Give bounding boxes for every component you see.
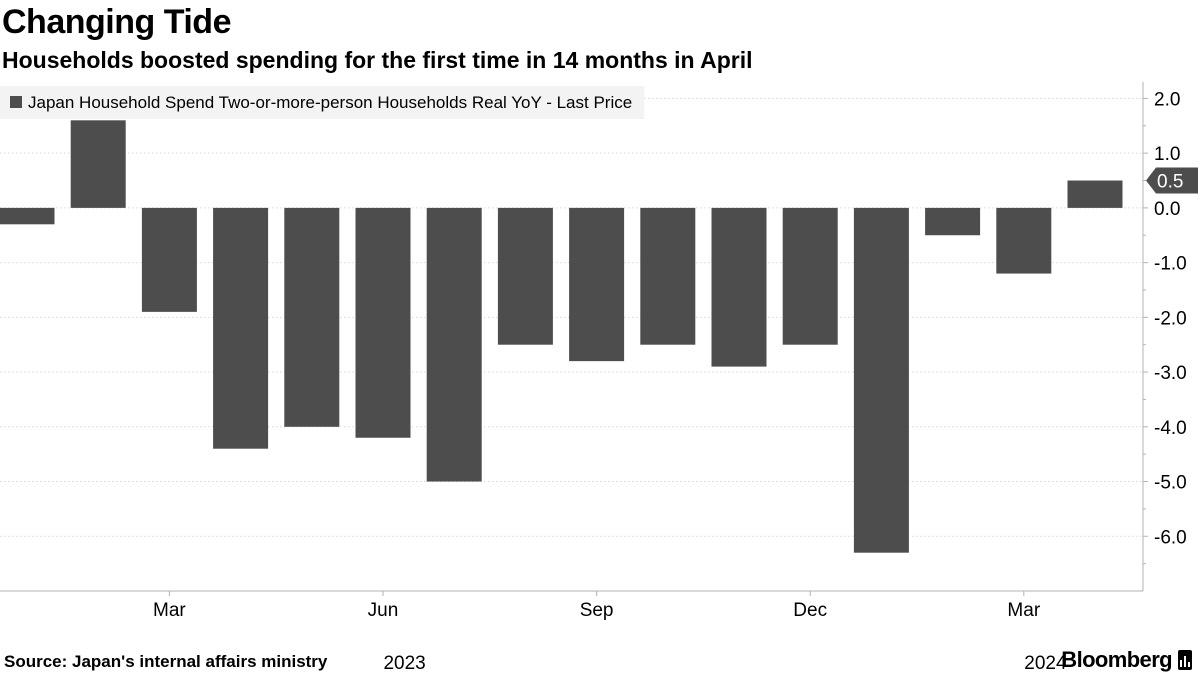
legend: Japan Household Spend Two-or-more-person… [0,86,645,119]
last-value-tag: 0.5 [1146,167,1198,194]
bar-nov-2023 [711,207,767,367]
chart-subtitle: Households boosted spending for the firs… [2,47,753,73]
y-tick-label: -2.0 [1154,308,1187,329]
y-tick-label: 2.0 [1154,89,1180,110]
bar-apr-2024 [1067,180,1123,208]
x-year-label: 2024 [1024,653,1067,674]
y-tick-label: 1.0 [1154,144,1180,165]
y-tick-label: -5.0 [1154,473,1187,494]
x-tick-label: Sep [580,600,614,621]
x-tick-label: Dec [793,600,827,621]
x-axis-ticks: Mar Jun Sep Dec Mar 2023 2024 [153,591,1067,674]
y-tick-label: -1.0 [1154,254,1187,275]
bar-oct-2023 [640,207,696,345]
legend-background [0,86,645,119]
last-value-label: 0.5 [1157,172,1183,193]
bar-mar-2024 [996,207,1052,274]
legend-swatch [10,96,22,108]
y-tick-label: -4.0 [1154,418,1187,439]
last-value-tag-shape [1146,167,1198,194]
bar-jul-2023 [426,207,482,482]
y-axis-ticks: 2.0 1.0 0.0 -1.0 -2.0 -3.0 -4.0 -5.0 -6.0 [1143,89,1187,565]
bar-aug-2023 [497,207,553,345]
bloomberg-terminal-icon [1178,650,1192,670]
x-year-label: 2023 [383,653,425,674]
y-tick-label: 0.0 [1154,199,1180,220]
y-tick-label: -6.0 [1154,527,1187,548]
y-tick-label: -3.0 [1154,363,1187,384]
bar-jan-2024 [853,207,909,553]
bar-sep-2023 [569,207,625,362]
legend-label: Japan Household Spend Two-or-more-person… [28,93,632,112]
bar-dec-2023 [782,207,838,345]
bar-feb-2024 [925,207,981,236]
bar-jan-2023 [0,207,55,225]
x-tick-label: Jun [368,600,399,621]
axes [0,82,1144,592]
brand-name: Bloomberg [1061,647,1172,672]
bar-series [0,120,1123,553]
bar-may-2023 [284,207,340,427]
bar-feb-2023 [70,120,126,208]
brand-logo: Bloomberg [1061,647,1192,673]
x-tick-label: Mar [153,600,186,621]
bar-apr-2023 [213,207,269,449]
x-tick-label: Mar [1007,600,1040,621]
bar-jun-2023 [355,207,411,438]
source-note: Source: Japan's internal affairs ministr… [4,652,328,671]
bar-mar-2023 [141,207,197,312]
chart-title: Changing Tide [2,3,231,41]
